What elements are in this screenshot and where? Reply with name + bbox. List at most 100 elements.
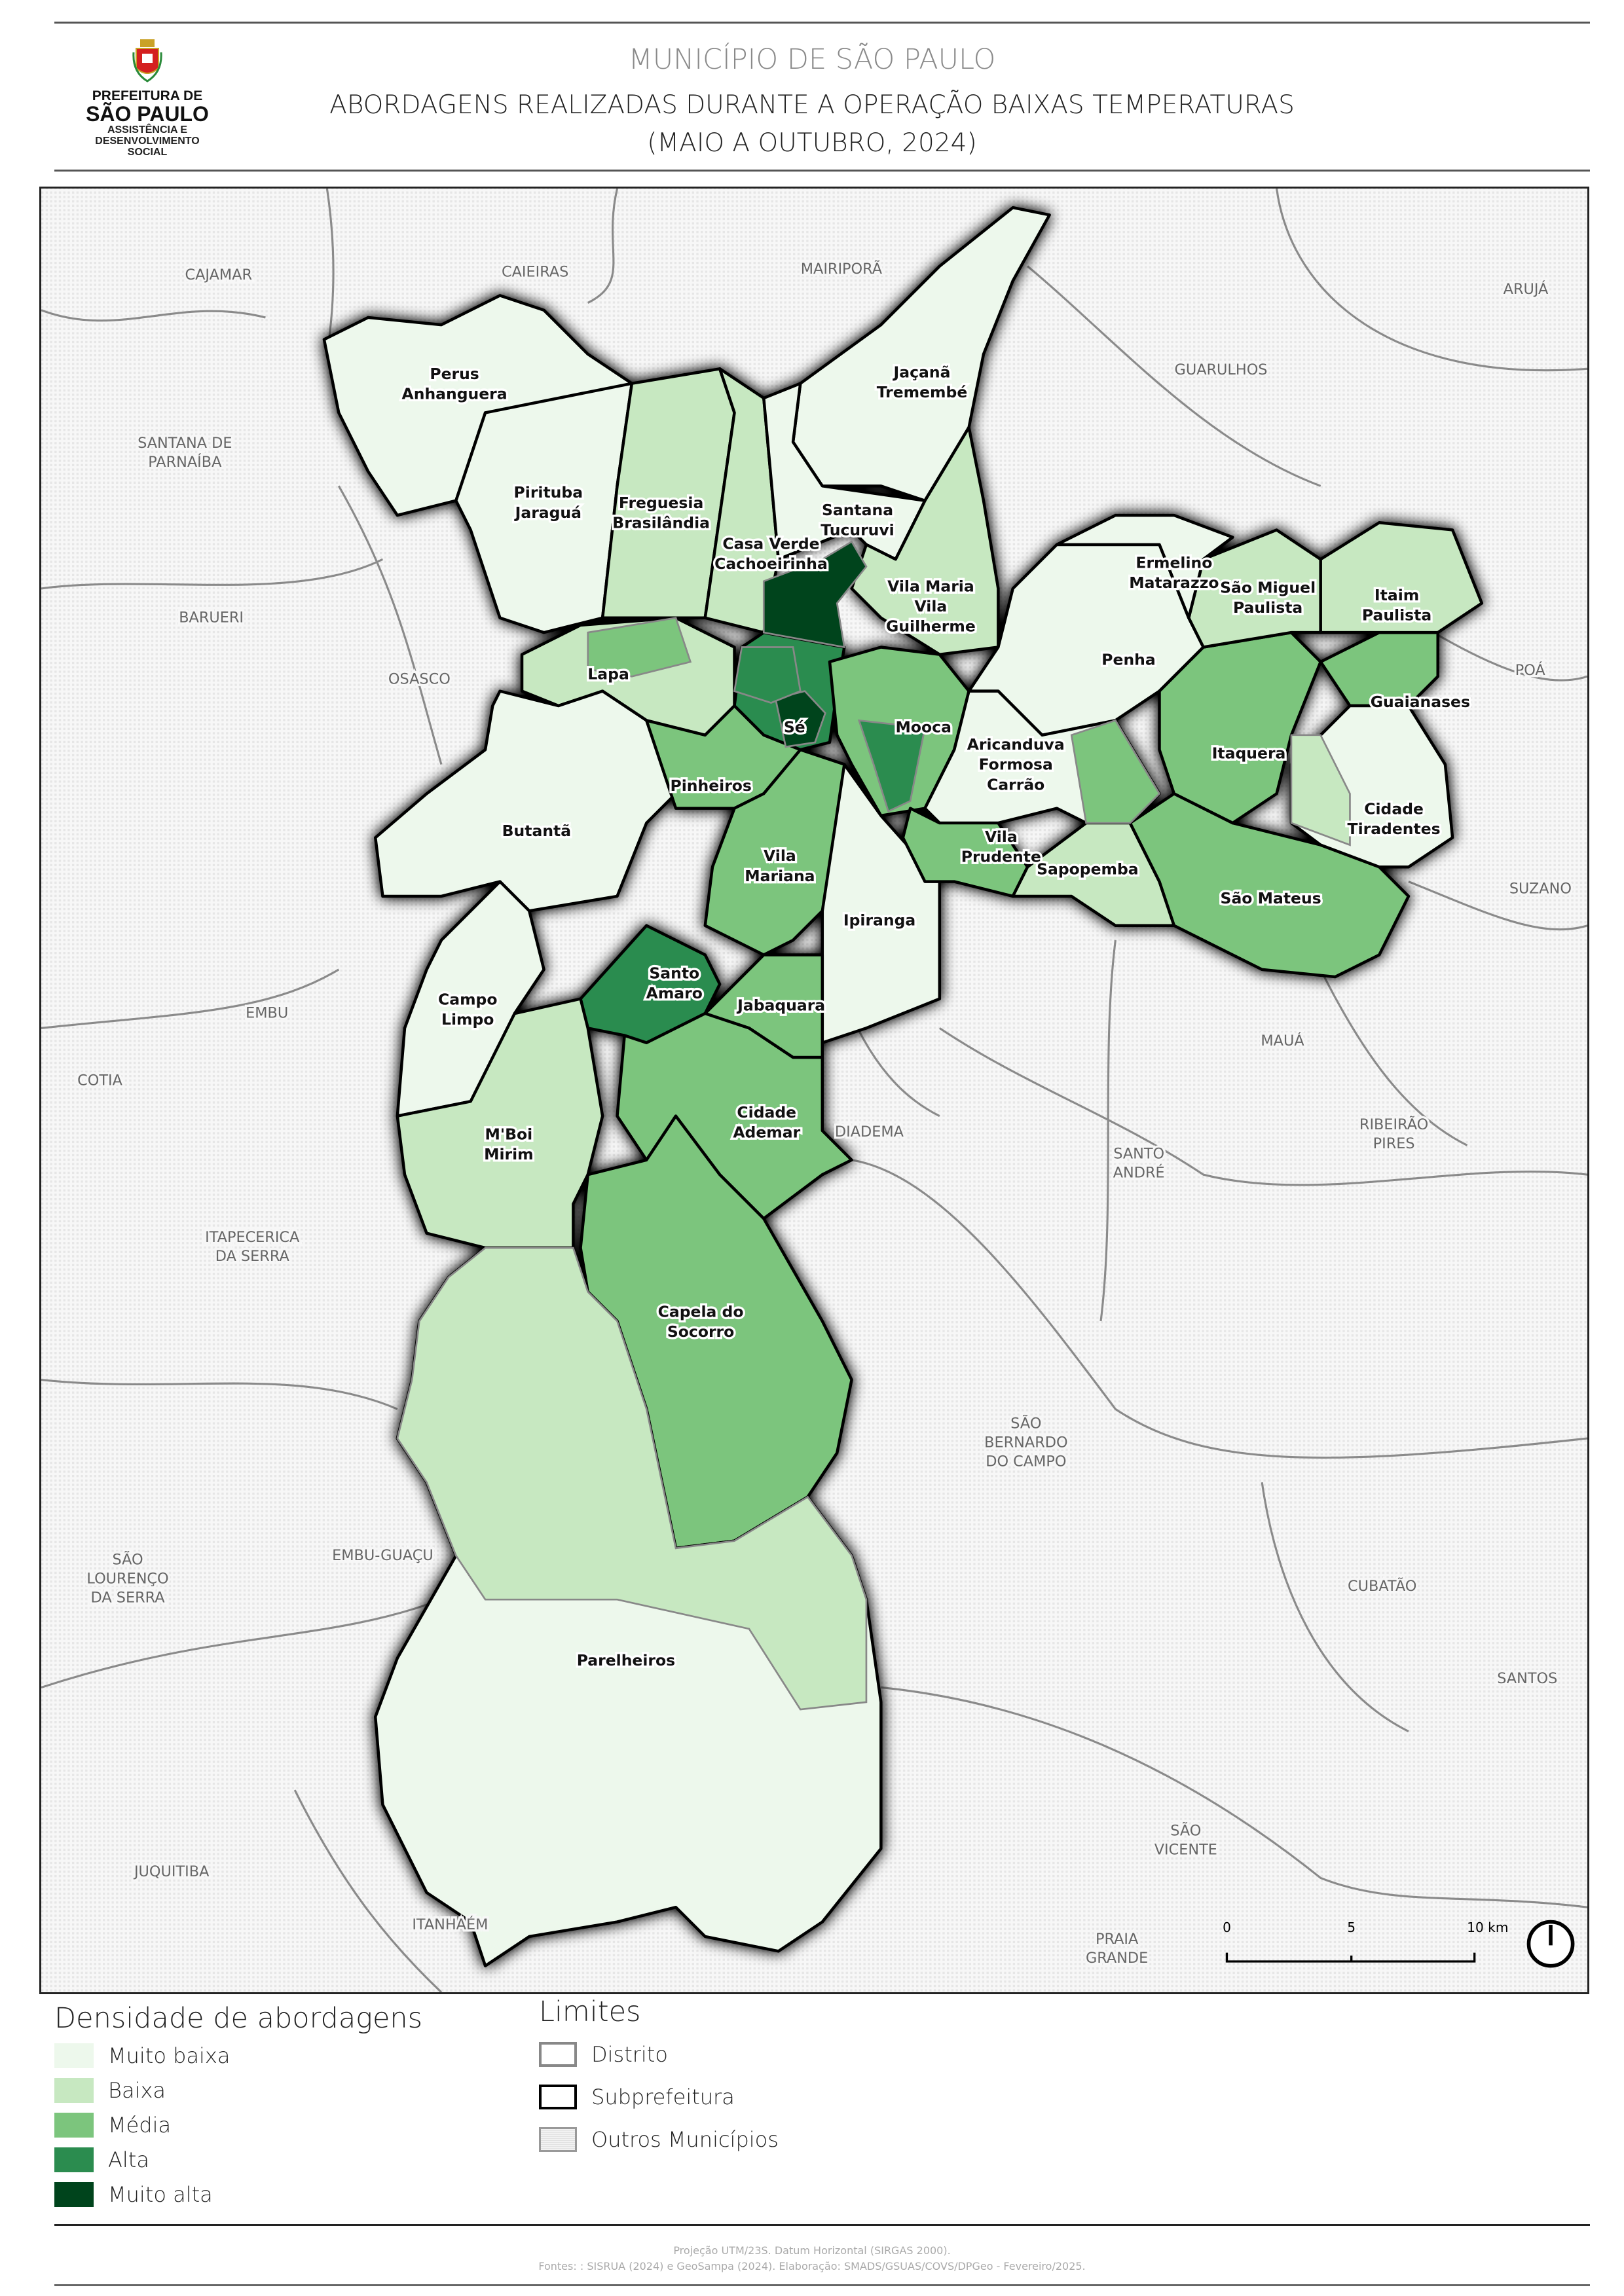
municipality-label: SÃO LOURENÇO DA SERRA: [86, 1550, 168, 1606]
municipality-border: [587, 188, 619, 304]
label-line: BARUERI: [179, 609, 244, 626]
label-line: CAJAMAR: [185, 266, 253, 283]
label-line: Perus: [430, 365, 479, 383]
label-line: Tremembé: [877, 383, 968, 401]
label-line: Cachoeirinha: [714, 555, 828, 573]
subprefeitura-label: Perus Anhanguera: [402, 365, 507, 403]
label-line: COTIA: [77, 1072, 122, 1089]
scale-bar: 0 5 10 km: [1223, 1920, 1508, 1963]
subprefeitura-label: Casa Verde Cachoeirinha: [714, 535, 828, 574]
municipality-border: [1276, 188, 1588, 372]
legend-label: Distrito: [591, 2042, 668, 2067]
legend-label: Outros Municípios: [591, 2127, 779, 2152]
label-line: Limpo: [441, 1010, 494, 1029]
subprefeitura-itaim-paulista[interactable]: [1319, 521, 1484, 634]
distrito-swatch: [539, 2042, 577, 2067]
subprefeitura-label: Itaquera: [1212, 744, 1286, 763]
subprefeitura-ermelino-matarazzo[interactable]: [1055, 513, 1234, 619]
municipality-borders: [41, 188, 1588, 1994]
label-line: OSASCO: [388, 670, 451, 687]
subprefeitura-label: Guaianases: [1371, 693, 1470, 711]
label-line: SUZANO: [1509, 880, 1572, 897]
label-line: POÁ: [1515, 661, 1546, 679]
label-line: Tiradentes: [1348, 820, 1441, 838]
subprefeitura-label: Ermelino Matarazzo: [1129, 554, 1219, 592]
district-polygon: [762, 540, 868, 649]
legend-item-média: Média: [54, 2112, 171, 2138]
label-line: Sé: [784, 718, 805, 736]
municipality-label: MAIRIPORÃ: [801, 259, 883, 278]
sao-paulo-city: [322, 206, 1484, 1967]
municipality-border: [1099, 939, 1116, 1322]
density-swatch: [54, 2147, 94, 2172]
label-line: DO CAMPO: [986, 1453, 1066, 1470]
label-line: SÃO: [1170, 1821, 1201, 1840]
label-line: Ermelino: [1135, 554, 1212, 572]
coat-of-arms-icon: [132, 39, 162, 84]
subprefeitura-ipiranga[interactable]: [821, 763, 942, 1045]
density-swatch: [54, 2043, 94, 2068]
municipality-label: SANTO ANDRÉ: [1113, 1146, 1165, 1182]
label-line: Lapa: [587, 665, 629, 683]
logo-line: DESENVOLVIMENTO: [95, 136, 200, 147]
label-line: ITAPECERICA: [205, 1229, 300, 1246]
district-polygon: [396, 1247, 868, 1711]
label-line: CUBATÃO: [1348, 1576, 1416, 1595]
scale-label: 5: [1347, 1920, 1356, 1935]
label-line: JUQUITIBA: [133, 1863, 210, 1880]
municipality-label: JUQUITIBA: [133, 1863, 210, 1880]
label-line: Mooca: [896, 718, 951, 736]
subprefeitura-label: Cidade Ademar: [733, 1103, 800, 1142]
municipality-label: ITAPECERICA DA SERRA: [205, 1229, 300, 1265]
label-line: Paulista: [1233, 598, 1302, 617]
subprefeitura-label: Penha: [1101, 650, 1155, 668]
label-line: SANTANA DE: [138, 435, 232, 452]
label-line: Prudente: [961, 848, 1041, 866]
density-swatch: [54, 2182, 94, 2207]
subprefeitura-label: Pinheiros: [671, 776, 752, 795]
district-polygon: [1070, 719, 1161, 824]
municipality-border: [1408, 881, 1588, 931]
municipality-border: [337, 485, 443, 765]
label-line: M'Boi: [485, 1125, 533, 1143]
map-frame: CAJAMAR CAIEIRAS MAIRIPORÃ ARUJÁ GUARULHOS SA…: [39, 187, 1589, 1994]
subprefeitura-label: Mooca: [896, 718, 951, 736]
label-line: Pirituba: [514, 483, 583, 501]
label-line: Parelheiros: [577, 1651, 675, 1669]
label-line: CAIEIRAS: [502, 263, 568, 280]
subprefeitura-label: M'Boi Mirim: [484, 1125, 534, 1163]
label-line: Amaro: [646, 984, 703, 1002]
municipality-border: [851, 1159, 1588, 1459]
density-legend-title: Densidade de abordagens: [54, 2002, 423, 2035]
label-line: Cidade: [737, 1103, 796, 1121]
subprefeitura-são-miguel-paulista[interactable]: [1187, 528, 1322, 649]
label-line: ARUJÁ: [1504, 280, 1549, 298]
subprefeitura-label: Pirituba Jaraguá: [514, 483, 583, 522]
map-period: (MAIO A OUTUBRO, 2024): [647, 128, 977, 158]
municipality-label: MAUÁ: [1261, 1031, 1304, 1049]
footer-top-rule: [54, 2224, 1590, 2226]
label-line: Socorro: [667, 1322, 734, 1341]
label-line: Sapopemba: [1037, 860, 1139, 878]
subprefeitura-label: Ipiranga: [843, 911, 915, 930]
subprefeitura-label: Sé: [784, 718, 805, 736]
subprefeitura-label: Santo Amaro: [646, 964, 703, 1002]
label-line: MAIRIPORÃ: [801, 259, 883, 278]
label-line: Formosa: [979, 756, 1053, 774]
subprefeitura-label: Aricanduva Formosa Carrão: [967, 735, 1065, 793]
subprefeitura-label: Jaçanã Tremembé: [877, 363, 968, 402]
municipality-border: [293, 1789, 443, 1994]
municipality-label: SANTANA DE PARNAÍBA: [138, 435, 232, 471]
label-line: Guilherme: [886, 617, 976, 636]
municipality-border: [41, 1378, 398, 1410]
legend-item-outros-municipios: Outros Municípios: [539, 2126, 779, 2153]
density-swatch: [54, 2113, 94, 2138]
label-line: Campo: [438, 991, 497, 1009]
municipality-label: SÃO VICENTE: [1154, 1821, 1217, 1859]
label-line: Anhanguera: [402, 384, 507, 403]
label-line: Vila: [915, 597, 948, 615]
density-swatch: [54, 2078, 94, 2103]
municipality-border: [938, 1027, 1588, 1186]
outros-municipios-swatch: [539, 2127, 577, 2152]
